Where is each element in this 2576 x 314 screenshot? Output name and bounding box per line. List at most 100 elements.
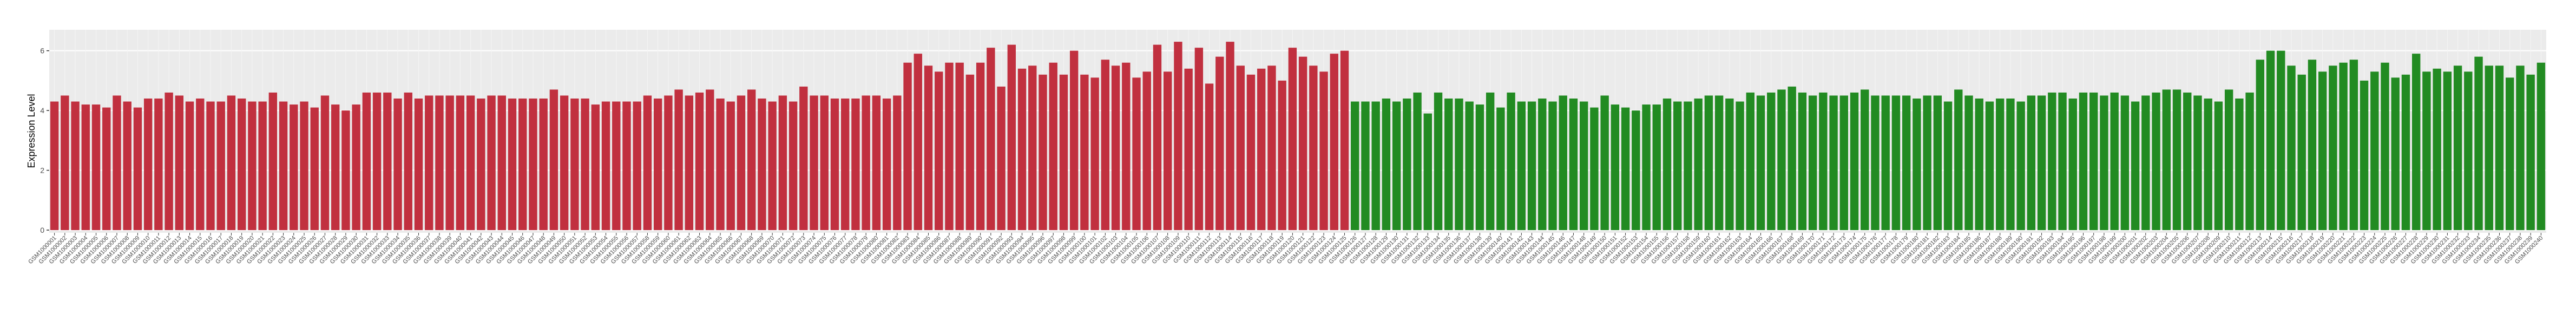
bar: [1288, 48, 1297, 230]
bar: [664, 95, 673, 230]
bar: [1517, 101, 1526, 230]
bar: [123, 101, 132, 230]
bar: [1340, 50, 1349, 231]
bar: [841, 99, 850, 230]
bar: [2089, 92, 2098, 230]
bar: [383, 92, 392, 230]
bar: [331, 104, 340, 230]
bar: [539, 99, 548, 230]
bar: [1621, 107, 1630, 230]
bar: [1943, 101, 1953, 230]
bar: [955, 62, 964, 230]
bar: [758, 99, 766, 230]
bar: [2256, 60, 2265, 230]
bar: [290, 104, 298, 230]
bar: [1964, 95, 1973, 230]
bar: [1236, 66, 1245, 231]
bar: [1985, 101, 1994, 230]
bar: [165, 92, 173, 230]
bar: [1122, 62, 1131, 230]
bar: [227, 95, 236, 230]
bar: [1028, 66, 1037, 231]
bar: [1444, 99, 1453, 230]
bar: [862, 95, 870, 230]
bar: [175, 95, 184, 230]
bar: [945, 62, 954, 230]
bar: [2318, 71, 2327, 231]
bar: [1684, 101, 1692, 230]
bar: [435, 95, 444, 230]
bar: [1777, 89, 1786, 230]
bar: [924, 66, 933, 231]
bar: [1694, 99, 1703, 230]
bar: [685, 95, 694, 230]
bar: [1871, 95, 1880, 230]
bar: [1756, 95, 1765, 230]
bar: [851, 99, 860, 230]
bar: [914, 54, 922, 230]
bar: [216, 101, 225, 230]
bar: [726, 101, 735, 230]
bar: [1049, 62, 1057, 230]
bar: [508, 99, 517, 230]
bar: [1163, 71, 1172, 231]
bar: [2453, 66, 2462, 231]
bar: [2370, 71, 2379, 231]
bar: [206, 101, 215, 230]
bar: [2152, 92, 2160, 230]
bar: [1215, 56, 1224, 231]
bar: [320, 95, 330, 230]
bar: [872, 95, 881, 230]
bar: [903, 62, 912, 230]
bar: [1954, 89, 1963, 230]
bar: [1111, 66, 1120, 231]
bar: [1538, 99, 1547, 230]
bar: [2443, 71, 2452, 231]
bar: [113, 95, 121, 230]
bar: [2110, 92, 2119, 230]
bar: [997, 86, 1006, 231]
bar: [1226, 42, 1234, 231]
bar: [2079, 92, 2088, 230]
bar: [799, 86, 808, 231]
bar: [935, 71, 943, 231]
bar: [987, 48, 995, 230]
bar: [1850, 92, 1859, 230]
bar: [1933, 95, 1942, 230]
y-tick-label: 2: [40, 166, 44, 175]
bar: [1923, 95, 1931, 230]
bar: [1975, 99, 1983, 230]
bar: [1819, 92, 1828, 230]
bar: [445, 95, 454, 230]
bar: [1039, 74, 1047, 230]
bar: [788, 101, 798, 230]
bar: [143, 99, 153, 230]
bar: [1913, 99, 1921, 230]
bar: [154, 99, 163, 230]
bar: [1569, 99, 1578, 230]
bar: [1278, 80, 1286, 230]
bar: [965, 74, 975, 230]
bar: [570, 99, 579, 230]
bar: [91, 104, 101, 230]
bar: [976, 62, 985, 230]
bar: [1194, 48, 1204, 230]
bar: [560, 95, 569, 230]
y-tick-label: 0: [40, 226, 44, 234]
bar: [2433, 68, 2441, 230]
bar: [81, 104, 90, 230]
bar: [1403, 99, 1411, 230]
bar: [1881, 95, 1890, 230]
bar: [2277, 50, 2285, 231]
bar: [1174, 42, 1182, 231]
bar: [591, 104, 600, 230]
bar: [2339, 62, 2348, 230]
bar: [487, 95, 496, 230]
bar: [1298, 56, 1307, 231]
bar: [2193, 95, 2202, 230]
bar: [1496, 107, 1505, 230]
bar: [2401, 74, 2410, 230]
bar: [2204, 99, 2212, 230]
bar: [653, 99, 662, 230]
